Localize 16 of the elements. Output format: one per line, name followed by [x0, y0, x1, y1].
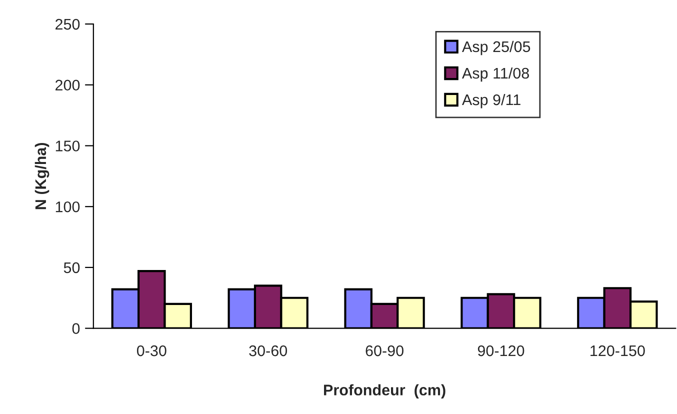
y-tick-label: 100 [56, 201, 80, 212]
x-tick-label: 90-120 [478, 345, 524, 356]
y-tick-label: 50 [64, 262, 80, 274]
x-axis-title: Profondeur (cm) [324, 384, 446, 398]
x-tick-label: 120-150 [590, 345, 645, 356]
y-tick-label: 250 [56, 18, 80, 30]
y-tick-label: 150 [56, 140, 80, 152]
y-tick-label: 200 [56, 80, 80, 91]
legend-label: Asp 25/05 [462, 40, 530, 56]
legend-label: Asp 11/08 [462, 67, 529, 82]
y-tick-label: 0 [72, 323, 80, 334]
x-tick-label: 30-60 [249, 345, 288, 356]
x-tick-label: 0-30 [136, 345, 166, 356]
x-tick-label: 60-90 [366, 345, 404, 356]
legend-label: Asp 9/11 [462, 94, 520, 108]
y-axis-title: N (Kg/ha) [34, 142, 50, 210]
